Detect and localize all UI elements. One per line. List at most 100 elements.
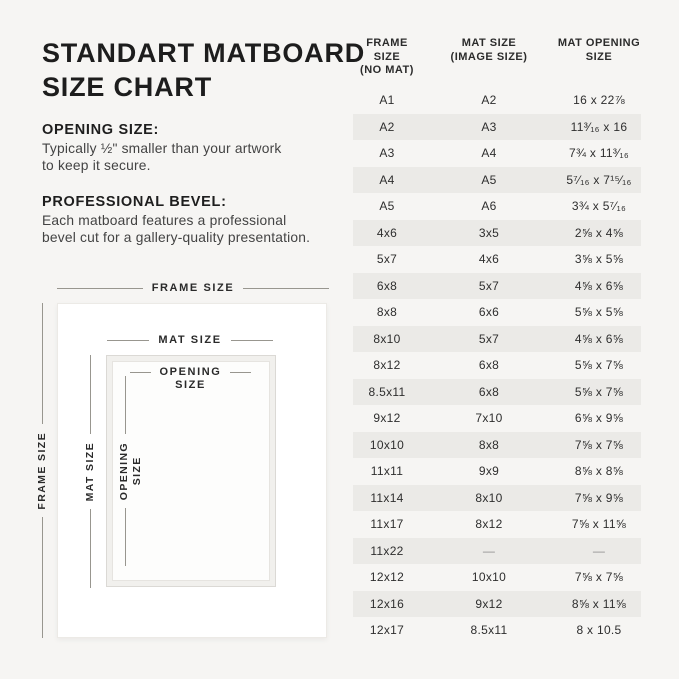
frame-size-vertical-label-text: FRAME SIZE [36,431,48,510]
table-cell: 5x7 [478,278,500,293]
table-cell: 3⅝ x 5⅝ [574,252,624,267]
table-cell: 5x7 [376,252,398,267]
table-cell: A4 [481,146,497,161]
table-row: A3 A4 7¾ x 11³⁄₁₆ [353,140,641,167]
table-cell: 8⅝ x 11⅝ [571,596,627,611]
table-cell: 11³⁄₁₆ x 16 [570,119,628,134]
table-cell: 8x10 [373,331,401,346]
table-row: A5 A6 3¾ x 5⁷⁄₁₆ [353,193,641,220]
indicator-line [230,372,251,373]
indicator-line [124,376,126,434]
table-cell: 7¾ x 11³⁄₁₆ [569,146,629,161]
table-cell: A3 [379,146,395,161]
frame-size-vertical-label: FRAME SIZE [36,303,49,638]
table-row: 8x8 6x6 5⅝ x 5⅝ [353,299,641,326]
table-row: 8x10 5x7 4⅝ x 6⅝ [353,325,641,352]
table-cell: 11x17 [370,517,404,532]
table-cell: 12x17 [369,623,405,638]
size-table: FRAME SIZE (NO MAT) MAT SIZE (IMAGE SIZE… [353,37,641,637]
table-row: 11x17 8x12 7⅝ x 11⅝ [353,511,641,538]
table-row: 12x17 8.5x11 8 x 10.5 [353,617,641,644]
indicator-line [243,287,329,289]
table-cell: 6x6 [478,305,500,320]
table-cell: 4x6 [376,225,398,240]
indicator-line [230,339,274,341]
table-cell: 7⅝ x 7⅝ [574,437,624,452]
table-cell: 4⅝ x 6⅝ [574,278,624,293]
table-cell: 8.5x11 [470,623,508,638]
header-cell-frame-size: FRAME SIZE (NO MAT) [360,37,414,76]
table-cell: 11x11 [370,464,404,479]
table-row: A1 A2 16 x 22⅞ [353,87,641,114]
indicator-line [42,303,43,424]
table-cell: 10x10 [471,570,507,585]
table-row: 11x11 9x9 8⅝ x 8⅝ [353,458,641,485]
indicator-line [42,517,43,638]
table-cell: 7x10 [475,411,503,426]
opening-size-body: Typically ½" smaller than your artwork t… [42,141,282,173]
table-cell: A5 [379,199,395,214]
table-cell: A2 [481,93,497,108]
table-cell: 2⅝ x 4⅝ [574,225,624,240]
professional-bevel-heading: PROFESSIONAL BEVEL: [42,194,227,210]
mat-size-horizontal-label: MAT SIZE [107,334,274,346]
table-cell: 6⅝ x 9⅝ [574,411,624,426]
table-row: 5x7 4x6 3⅝ x 5⅝ [353,246,641,273]
table-cell: 5⅝ x 5⅝ [574,305,624,320]
professional-bevel-body: Each matboard features a professional be… [42,213,311,245]
table-cell: 6x8 [478,384,500,399]
frame-size-horizontal-label: FRAME SIZE [57,282,329,294]
table-cell: 7⅝ x 9⅝ [574,490,624,505]
header-cell-mat-opening: MAT OPENING SIZE [557,37,641,63]
page-title: STANDART MATBOARD SIZE CHART [42,38,366,102]
indicator-line [130,372,151,373]
table-cell: 3x5 [478,225,500,240]
table-cell: 9x12 [475,596,503,611]
header-cell-mat-size: MAT SIZE (IMAGE SIZE) [450,37,528,63]
opening-size-vertical-label-text: OPENING SIZE [118,441,143,501]
table-cell: 16 x 22⅞ [573,93,625,108]
table-cell: 8.5x11 [368,384,406,399]
table-cell: — [482,543,496,558]
table-row: 6x8 5x7 4⅝ x 6⅝ [353,272,641,299]
table-row: 10x10 8x8 7⅝ x 7⅝ [353,431,641,458]
table-row: A4 A5 5⁷⁄₁₆ x 7¹⁵⁄₁₆ [353,166,641,193]
table-body: A1 A2 16 x 22⅞ A2 A3 11³⁄₁₆ x 16 A3 A4 7¾ x 11³⁄… [353,87,641,644]
table-cell: A6 [481,199,497,214]
table-cell: — [592,543,606,558]
table-cell: 6x8 [478,358,500,373]
table-cell: 4x6 [478,252,500,267]
table-cell: A1 [379,93,395,108]
table-cell: 8x12 [475,517,503,532]
table-row: 11x14 8x10 7⅝ x 9⅝ [353,484,641,511]
indicator-line [90,355,91,434]
table-cell: 7⅝ x 11⅝ [571,517,627,532]
table-cell: A2 [379,119,395,134]
table-cell: 12x16 [369,596,405,611]
table-cell: 9x9 [478,464,500,479]
table-cell: 8 x 10.5 [576,623,622,638]
table-cell: 12x12 [369,570,405,585]
table-cell: 5x7 [478,331,500,346]
table-cell: 8⅝ x 8⅝ [574,464,624,479]
table-cell: 5⅝ x 7⅝ [574,384,624,399]
table-cell: 5⅝ x 7⅝ [574,358,624,373]
indicator-line [107,339,150,341]
table-cell: 9x12 [373,411,401,426]
table-cell: 8x8 [478,437,500,452]
table-cell: A3 [481,119,497,134]
opening-size-horizontal-label: OPENING SIZE [130,366,251,392]
indicator-line [57,287,143,289]
table-cell: 11x22 [370,543,404,558]
table-cell: 6x8 [376,278,398,293]
opening-size-label-text: OPENING SIZE [159,366,222,391]
table-row: 12x12 10x10 7⅝ x 7⅝ [353,564,641,591]
indicator-line [124,508,126,567]
table-cell: 8x8 [376,305,398,320]
opening-size-vertical-label: OPENING SIZE [118,376,143,567]
table-row: 8x12 6x8 5⅝ x 7⅝ [353,352,641,379]
mat-size-label-text: MAT SIZE [158,334,222,346]
table-cell: A4 [379,172,395,187]
table-header: FRAME SIZE (NO MAT) MAT SIZE (IMAGE SIZE… [353,37,641,78]
